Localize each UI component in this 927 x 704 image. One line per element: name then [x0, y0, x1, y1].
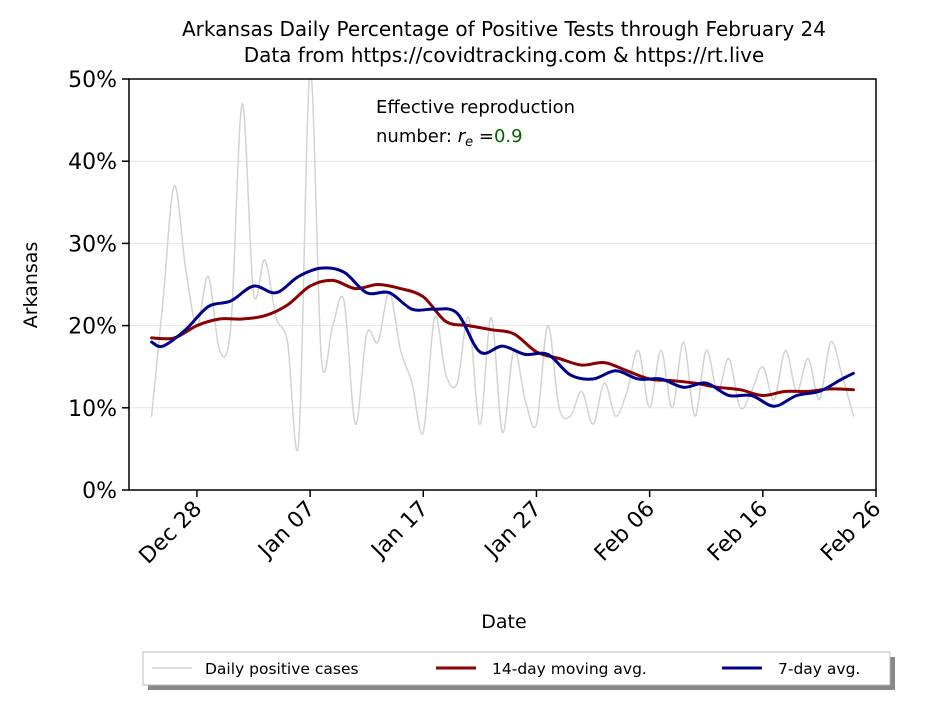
annotation-prefix: number: — [376, 126, 458, 147]
y-ticks: 0% 10% 20% 30% 40% 50% — [68, 68, 129, 504]
y-grid — [129, 160, 876, 409]
y-tick-label: 30% — [68, 232, 117, 257]
x-tick-label: Feb 16 — [703, 497, 773, 567]
x-tick-label: Jan 27 — [479, 497, 547, 565]
x-tick-label: Jan 07 — [253, 497, 321, 565]
legend-label-daily: Daily positive cases — [205, 660, 359, 678]
x-tick-label: Dec 28 — [135, 497, 208, 570]
chart-subtitle: Data from https://covidtracking.com & ht… — [244, 43, 765, 67]
y-tick-label: 20% — [68, 315, 117, 340]
x-tick-label: Feb 26 — [816, 497, 886, 567]
series-7day-line — [150, 266, 855, 408]
legend: Daily positive cases 14-day moving avg. … — [142, 651, 895, 690]
legend-label-14day: 14-day moving avg. — [492, 660, 647, 678]
y-tick-label: 40% — [68, 150, 117, 175]
x-tick-label: Feb 06 — [590, 497, 660, 567]
plot-frame — [128, 78, 877, 491]
x-axis-label: Date — [481, 611, 526, 633]
annotation-subscript: e — [465, 135, 473, 150]
y-axis-label: Arkansas — [20, 242, 42, 329]
annotation-line-1: Effective reproduction — [376, 97, 575, 118]
x-ticks: Dec 28 Jan 07 Jan 17 Jan 27 Feb 06 Feb 16 Feb … — [135, 490, 886, 570]
annotation-equals: = — [473, 126, 494, 147]
series-layer — [150, 79, 855, 452]
y-tick-label: 10% — [68, 397, 117, 422]
chart-title: Arkansas Daily Percentage of Positive Te… — [182, 17, 826, 41]
x-tick-label: Jan 17 — [366, 497, 434, 565]
annotation-value: 0.9 — [494, 126, 523, 147]
annotation: Effective reproduction number: re =0.9 — [376, 97, 575, 150]
legend-label-7day: 7-day avg. — [778, 660, 860, 678]
y-tick-label: 50% — [68, 68, 117, 93]
annotation-line-2: number: re =0.9 — [376, 126, 523, 150]
annotation-symbol: r — [458, 126, 467, 147]
legend-box — [142, 651, 891, 686]
y-tick-label: 0% — [82, 479, 117, 504]
series-14day-line — [150, 278, 855, 398]
